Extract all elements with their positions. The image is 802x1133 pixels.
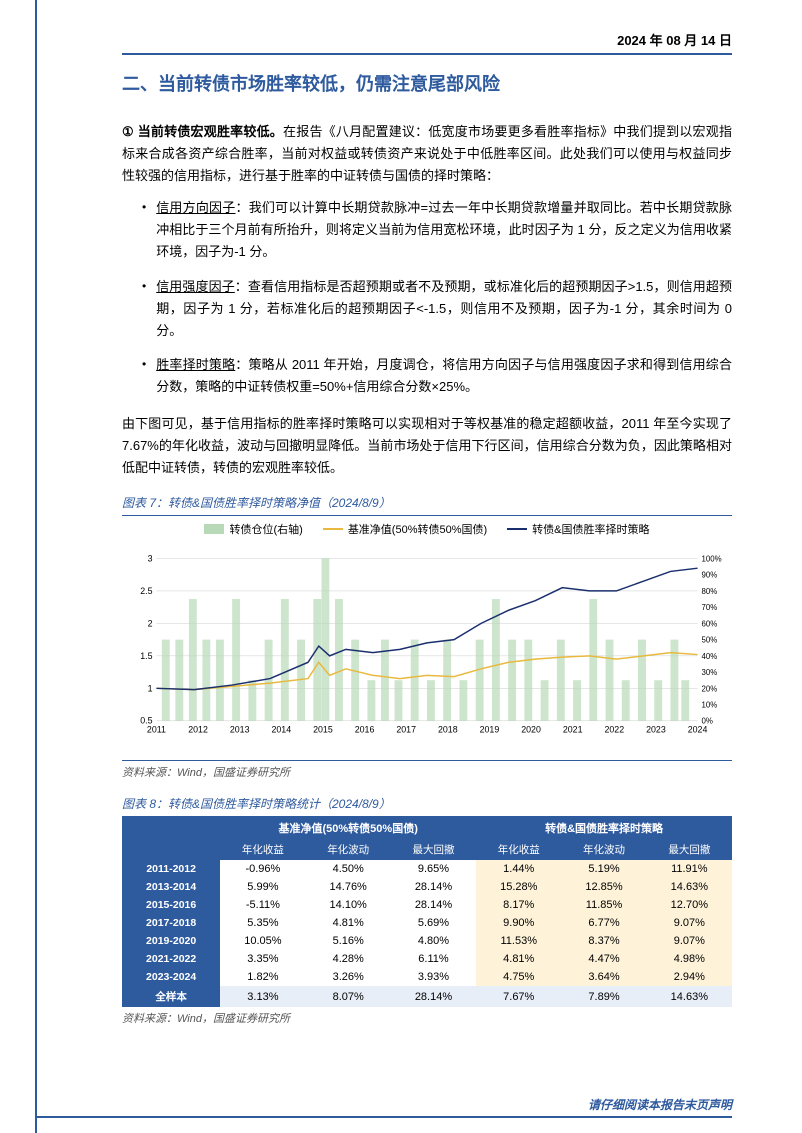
svg-text:40%: 40% [702,652,718,661]
svg-text:2: 2 [148,619,153,629]
svg-text:1: 1 [148,684,153,694]
svg-text:2012: 2012 [188,725,208,735]
chart-container: 转债仓位(右轴)基准净值(50%转债50%国债)转债&国债胜率择时策略 0.51… [122,515,732,761]
bullet-marker: • [142,276,146,342]
svg-text:80%: 80% [702,587,718,596]
svg-text:70%: 70% [702,603,718,612]
svg-text:50%: 50% [702,636,718,645]
figure8-title: 图表 8：转债&国债胜率择时策略统计（2024/8/9） [122,795,732,812]
bullet-label: 信用强度因子 [156,279,235,294]
figure8-source: 资料来源：Wind，国盛证券研究所 [122,1010,732,1026]
bullet-label: 信用方向因子 [156,200,235,215]
svg-text:3: 3 [148,554,153,564]
legend-label: 基准净值(50%转债50%国债) [348,521,487,537]
footer: P.7 请仔细阅读本报告末页声明 [37,1096,732,1118]
svg-text:2022: 2022 [604,725,624,735]
section-heading: 二、当前转债市场胜率较低，仍需注意尾部风险 [122,70,732,96]
intro-bold: 当前转债宏观胜率较低。 [138,124,283,139]
legend-item: 基准净值(50%转债50%国债) [323,521,487,537]
stats-table: 基准净值(50%转债50%国债)转债&国债胜率择时策略年化收益年化波动最大回撤年… [122,816,732,1007]
bullet-item: •信用方向因子：我们可以计算中长期贷款脉冲=过去一年中长期贷款增量并取同比。若中… [142,197,732,263]
svg-text:60%: 60% [702,620,718,629]
bullet-label: 胜率择时策略 [156,357,235,372]
legend-item: 转债&国债胜率择时策略 [507,521,649,537]
svg-text:2.5: 2.5 [140,586,152,596]
circled-number: ① [122,124,134,139]
bullet-text: 胜率择时策略：策略从 2011 年开始，月度调仓，将信用方向因子与信用强度因子求… [156,354,732,398]
svg-text:1.5: 1.5 [140,651,152,661]
svg-text:2021: 2021 [563,725,583,735]
legend-line [323,528,343,530]
legend-line [507,528,527,530]
bullet-text: 信用强度因子：查看信用指标是否超预期或者不及预期，或标准化后的超预期因子>1.5… [156,276,732,342]
footer-disclaimer: 请仔细阅读本报告末页声明 [588,1096,732,1113]
legend-item: 转债仓位(右轴) [204,521,302,537]
bullet-item: •胜率择时策略：策略从 2011 年开始，月度调仓，将信用方向因子与信用强度因子… [142,354,732,398]
svg-text:2011: 2011 [147,725,166,735]
svg-text:10%: 10% [702,701,718,710]
svg-text:2017: 2017 [396,725,416,735]
date-header: 2024 年 08 月 14 日 [122,30,732,55]
legend-label: 转债仓位(右轴) [229,521,302,537]
chart-svg: 0.511.522.530%10%20%30%40%50%60%70%80%90… [122,542,732,752]
svg-text:100%: 100% [702,555,722,564]
svg-text:2013: 2013 [230,725,250,735]
legend-swatch [204,524,224,534]
svg-text:30%: 30% [702,668,718,677]
svg-text:2015: 2015 [313,725,333,735]
figure7-source: 资料来源：Wind，国盛证券研究所 [122,764,732,780]
bullet-text: 信用方向因子：我们可以计算中长期贷款脉冲=过去一年中长期贷款增量并取同比。若中长… [156,197,732,263]
svg-text:2014: 2014 [271,725,291,735]
chart-legend: 转债仓位(右轴) 基准净值(50%转债50%国债) 转债&国债胜率择时策略 [122,521,732,537]
svg-text:2024: 2024 [688,725,708,735]
figure7-title: 图表 7：转债&国债胜率择时策略净值（2024/8/9） [122,494,732,511]
svg-text:2020: 2020 [521,725,541,735]
svg-text:2019: 2019 [480,725,500,735]
bullet-item: •信用强度因子：查看信用指标是否超预期或者不及预期，或标准化后的超预期因子>1.… [142,276,732,342]
bullet-marker: • [142,197,146,263]
svg-text:90%: 90% [702,571,718,580]
svg-text:2016: 2016 [355,725,375,735]
legend-label: 转债&国债胜率择时策略 [532,521,649,537]
conclusion-paragraph: 由下图可见，基于信用指标的胜率择时策略可以实现相对于等权基准的稳定超额收益，20… [122,413,732,479]
intro-paragraph: ① 当前转债宏观胜率较低。在报告《八月配置建议：低宽度市场要更多看胜率指标》中我… [122,121,732,187]
bullet-list: •信用方向因子：我们可以计算中长期贷款脉冲=过去一年中长期贷款增量并取同比。若中… [142,197,732,398]
svg-text:2018: 2018 [438,725,458,735]
svg-text:2023: 2023 [646,725,666,735]
svg-text:20%: 20% [702,685,718,694]
bullet-marker: • [142,354,146,398]
